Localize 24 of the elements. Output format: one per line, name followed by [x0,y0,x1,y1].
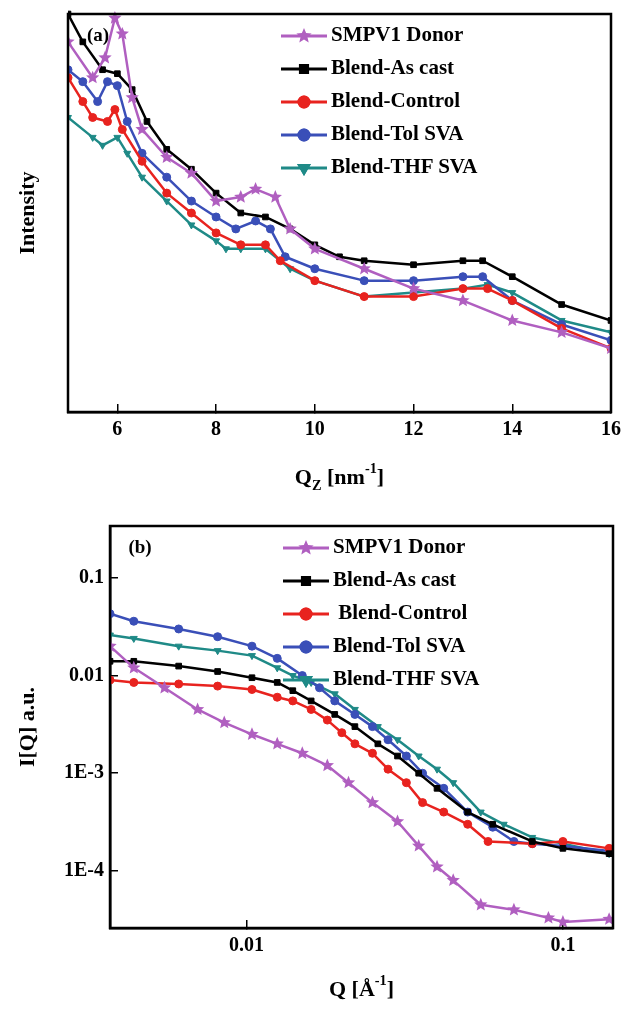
x-tick-label: 6 [112,417,123,440]
x-tick-label: 10 [304,417,325,440]
legend-label: Blend-Tol SVA [331,121,465,146]
legend-label: Blend-THF SVA [331,154,479,179]
legend-label: SMPV1 Donor [333,534,466,559]
y-axis-title: Intensity [13,171,39,255]
x-tick-label: 16 [601,417,621,440]
legend-label: Blend-Tol SVA [333,633,467,658]
y-tick-label: 0.01 [69,662,104,685]
y-tick-label: 1E-4 [64,858,104,881]
legend-label: Blend-THF SVA [333,666,481,691]
legend-label: SMPV1 Donor [331,22,464,47]
y-tick-label: 0.1 [79,565,104,588]
y-tick-label: 1E-3 [64,760,104,783]
legend-label: Blend-As cast [333,567,457,592]
annotation: (b) [128,535,152,558]
legend-label: Blend-Control [331,88,461,113]
legend-label: Blend-Control [333,600,468,625]
y-axis-title: I[Q] a.u. [13,686,39,768]
x-tick-label: 8 [211,417,222,440]
legend-label: Blend-As cast [331,55,455,80]
x-tick-label: 12 [403,417,424,440]
x-tick-label: 14 [502,417,523,440]
annotation: (a) [86,23,110,46]
